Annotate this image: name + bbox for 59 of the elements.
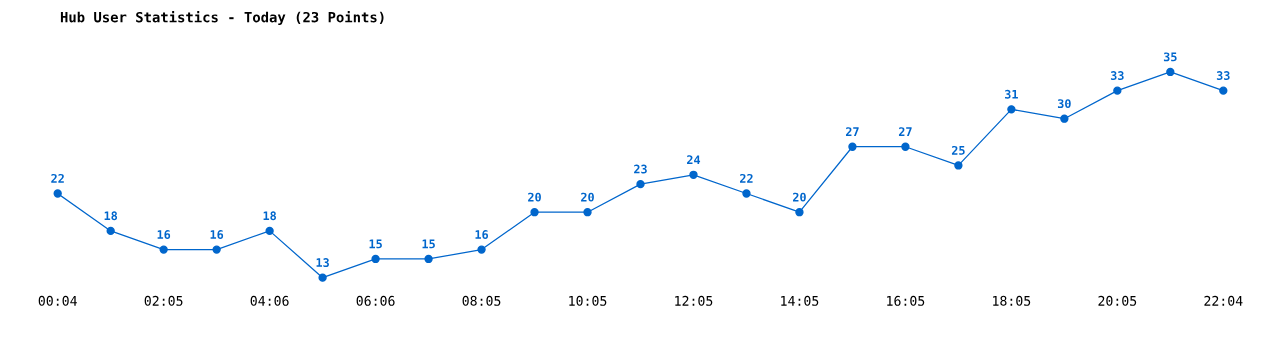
point: [1219, 86, 1228, 95]
point: [265, 226, 274, 236]
data-label: 31: [1004, 89, 1018, 99]
data-label: 18: [263, 211, 276, 221]
point: [1007, 105, 1016, 114]
point: [371, 254, 380, 264]
data-label: 24: [687, 155, 701, 165]
point: [689, 170, 698, 179]
point: [848, 142, 857, 151]
x-tick-label: 12:05: [675, 295, 713, 306]
point: [1113, 86, 1122, 95]
point: [424, 254, 433, 264]
data-label: 16: [157, 230, 171, 239]
data-label: 16: [475, 230, 489, 239]
data-label: 13: [316, 258, 329, 268]
data-label: 35: [1163, 52, 1177, 62]
x-tick-label: 04:06: [250, 295, 289, 306]
data-label: 30: [1057, 99, 1071, 109]
point: [742, 189, 751, 198]
data-label: 27: [845, 127, 859, 136]
x-tick-label: 22:04: [1204, 295, 1243, 306]
data-label: 20: [793, 192, 806, 202]
point: [636, 179, 645, 189]
x-tick-label: 08:05: [462, 295, 501, 306]
x-tick-label: 18:05: [993, 295, 1031, 306]
x-tick-label: 16:05: [887, 295, 925, 306]
data-label: 20: [581, 192, 594, 202]
point: [583, 208, 592, 217]
point: [318, 273, 327, 282]
data-label: 33: [1110, 71, 1124, 81]
x-tick-label: 20:05: [1098, 295, 1137, 306]
point: [954, 161, 963, 170]
point: [53, 189, 62, 198]
x-tick-label: 14:05: [781, 295, 819, 306]
data-label: 15: [369, 239, 382, 249]
x-tick-label: 00:04: [38, 295, 77, 306]
x-tick-label: 06:06: [356, 295, 395, 306]
point: [795, 208, 804, 217]
data-label: 22: [51, 173, 64, 183]
data-label: 15: [422, 239, 435, 249]
data-label: 20: [528, 192, 541, 202]
point: [1166, 67, 1175, 77]
x-tick-label: 02:05: [144, 295, 183, 306]
point: [530, 208, 539, 217]
data-label: 18: [104, 211, 118, 221]
chart-title: Hub User Statistics - Today (23 Points): [60, 10, 384, 26]
data-label: 16: [210, 230, 224, 239]
point: [106, 226, 115, 236]
point: [159, 245, 168, 254]
x-tick-label: 10:05: [569, 295, 607, 306]
point: [1060, 114, 1069, 123]
point: [477, 245, 486, 254]
data-label: 23: [634, 164, 647, 174]
data-label: 25: [951, 145, 965, 155]
data-label: 22: [740, 173, 753, 183]
point: [212, 245, 221, 254]
data-label: 27: [898, 127, 912, 136]
data-label: 33: [1216, 71, 1230, 81]
point: [901, 142, 910, 151]
